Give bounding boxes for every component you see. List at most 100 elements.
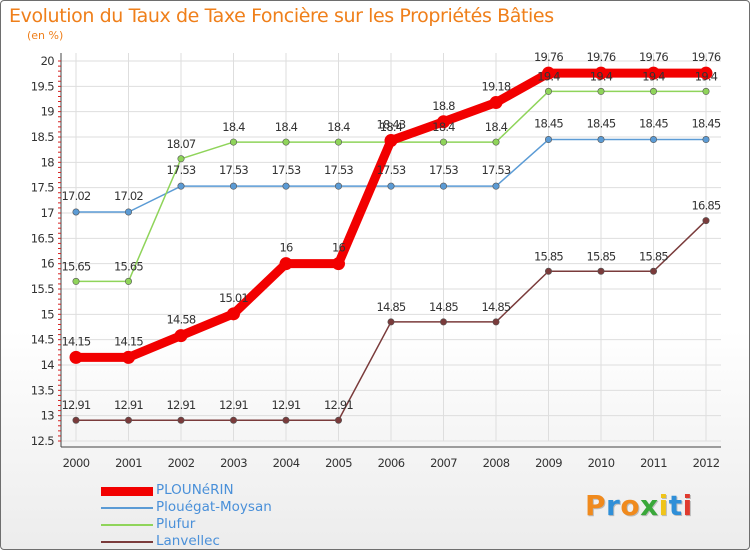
data-point-0-12 (699, 66, 713, 80)
y-tick-label: 18 (41, 155, 55, 169)
proxiti-logo: Proxiti (585, 489, 693, 522)
data-label-1-7: 17.53 (429, 163, 458, 177)
data-point-1-12 (702, 136, 710, 144)
data-label-2-7: 18.4 (432, 120, 455, 134)
data-label-2-0: 15.65 (62, 259, 91, 273)
y-tick-label: 14 (41, 358, 55, 372)
data-point-3-1 (125, 416, 133, 424)
data-label-3-4: 12.91 (272, 398, 301, 412)
legend-label: Lanvellec (156, 533, 220, 549)
y-tick-label: 13.5 (31, 383, 54, 397)
data-point-3-9 (544, 267, 552, 275)
data-label-0-2: 14.58 (167, 313, 196, 327)
data-label-2-10: 19.4 (590, 69, 613, 83)
data-label-2-3: 18.4 (222, 120, 245, 134)
data-label-3-3: 12.91 (219, 398, 248, 412)
data-label-3-0: 12.91 (62, 398, 91, 412)
data-point-3-11 (649, 267, 657, 275)
x-tick-label: 2010 (588, 456, 615, 470)
data-label-2-11: 19.4 (642, 69, 665, 83)
data-label-2-9: 19.4 (537, 69, 560, 83)
y-tick-label: 18.5 (31, 130, 54, 144)
data-point-1-3 (230, 182, 238, 190)
data-point-1-2 (177, 182, 185, 190)
data-point-1-6 (387, 182, 395, 190)
y-tick-label: 15.5 (31, 282, 54, 296)
x-tick-label: 2005 (325, 456, 352, 470)
y-tick-label: 13 (41, 409, 55, 423)
y-tick-label: 14.5 (31, 333, 54, 347)
data-label-1-8: 17.53 (482, 163, 511, 177)
x-tick-label: 2003 (220, 456, 247, 470)
data-label-1-6: 17.53 (377, 163, 406, 177)
legend-swatch (101, 486, 153, 496)
data-label-3-11: 15.85 (639, 249, 668, 263)
data-point-3-6 (387, 318, 395, 326)
data-label-2-12: 19.4 (695, 69, 718, 83)
data-label-2-1: 15.65 (114, 259, 143, 273)
data-label-0-4: 16 (279, 241, 293, 255)
data-point-2-2 (177, 155, 185, 163)
x-tick-label: 2000 (63, 456, 90, 470)
data-label-0-3: 15.01 (219, 291, 248, 305)
data-point-0-3 (227, 307, 240, 321)
data-label-0-11: 19.76 (639, 50, 668, 64)
data-label-3-5: 12.91 (324, 398, 353, 412)
data-label-1-10: 18.45 (587, 117, 616, 131)
legend-label: Plufur (156, 516, 196, 532)
y-tick-label: 19 (41, 105, 55, 119)
data-point-0-2 (174, 329, 188, 343)
data-point-0-1 (122, 350, 135, 364)
data-point-0-7 (437, 115, 450, 129)
y-tick-label: 15 (41, 307, 55, 321)
data-label-0-0: 14.15 (62, 334, 91, 348)
data-label-3-9: 15.85 (534, 249, 563, 263)
data-label-3-6: 14.85 (377, 300, 406, 314)
data-point-0-10 (594, 66, 608, 80)
legend-swatch (101, 524, 153, 526)
data-point-1-11 (649, 136, 657, 144)
data-label-0-10: 19.76 (587, 50, 616, 64)
x-tick-label: 2004 (273, 456, 300, 470)
data-label-1-3: 17.53 (219, 163, 248, 177)
data-label-3-12: 16.85 (692, 199, 721, 213)
data-point-3-2 (177, 416, 185, 424)
data-label-3-2: 12.91 (167, 398, 196, 412)
data-label-0-5: 16 (332, 241, 346, 255)
y-tick-label: 19.5 (31, 79, 54, 93)
data-point-2-3 (230, 138, 238, 146)
y-tick-label: 12.5 (31, 434, 54, 448)
y-tick-label: 16.5 (31, 231, 54, 245)
x-tick-label: 2011 (640, 456, 667, 470)
data-label-0-12: 19.76 (692, 50, 721, 64)
data-label-0-1: 14.15 (114, 334, 143, 348)
data-label-2-2: 18.07 (167, 137, 196, 151)
data-point-0-6 (384, 134, 398, 148)
data-point-1-8 (492, 182, 500, 190)
data-point-3-8 (492, 318, 500, 326)
x-tick-label: 2007 (430, 456, 457, 470)
data-point-1-5 (334, 182, 342, 190)
data-point-2-1 (125, 277, 133, 285)
data-label-2-8: 18.4 (485, 120, 508, 134)
data-label-3-1: 12.91 (114, 398, 143, 412)
data-point-2-11 (649, 87, 657, 95)
legend-swatch (101, 541, 153, 543)
data-point-3-7 (439, 318, 447, 326)
data-label-2-4: 18.4 (275, 120, 298, 134)
data-point-0-9 (542, 66, 555, 80)
data-label-1-1: 17.02 (114, 189, 143, 203)
x-tick-label: 2001 (115, 456, 142, 470)
data-point-0-4 (279, 257, 293, 271)
unit-label: (en %) (27, 29, 64, 42)
y-tick-label: 20 (41, 54, 55, 68)
data-point-1-7 (439, 182, 447, 190)
data-point-0-5 (332, 257, 345, 271)
data-point-2-10 (597, 87, 605, 95)
data-point-3-10 (597, 267, 605, 275)
x-tick-label: 2008 (483, 456, 510, 470)
data-point-3-12 (702, 217, 710, 225)
data-label-1-0: 17.02 (62, 189, 91, 203)
data-point-2-4 (282, 138, 290, 146)
